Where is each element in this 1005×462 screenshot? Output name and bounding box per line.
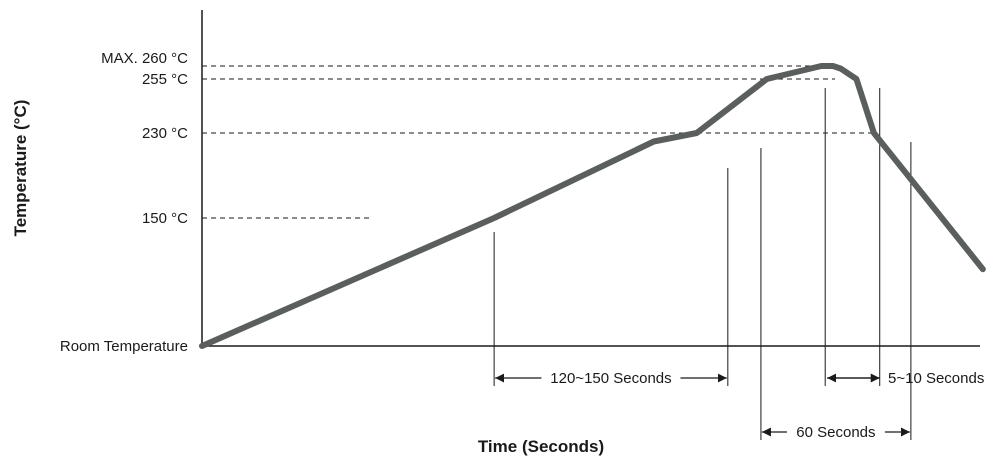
- x-axis-title: Time (Seconds): [478, 437, 604, 456]
- y-reference-label: 230 °C: [142, 125, 188, 142]
- time-markers: [493, 88, 912, 440]
- y-reference-label: MAX. 260 °C: [101, 50, 188, 67]
- y-reference-label: 150 °C: [142, 210, 188, 227]
- interval-dimensions: 120~150 Seconds 60 Seconds 5~10 Seconds: [495, 370, 984, 441]
- y-reference-labels: MAX. 260 °C 255 °C 230 °C 150 °C Room Temper…: [60, 50, 188, 355]
- interval-label: 120~150 Seconds: [550, 370, 671, 387]
- reference-lines: [202, 65, 875, 219]
- interval-label: 60 Seconds: [796, 424, 875, 441]
- axes: [201, 10, 980, 347]
- y-axis-title: Temperature (°C): [11, 100, 30, 237]
- temperature-profile-line: [199, 63, 986, 349]
- y-reference-label: Room Temperature: [60, 338, 188, 355]
- y-reference-label: 255 °C: [142, 71, 188, 88]
- interval-label: 5~10 Seconds: [888, 370, 984, 387]
